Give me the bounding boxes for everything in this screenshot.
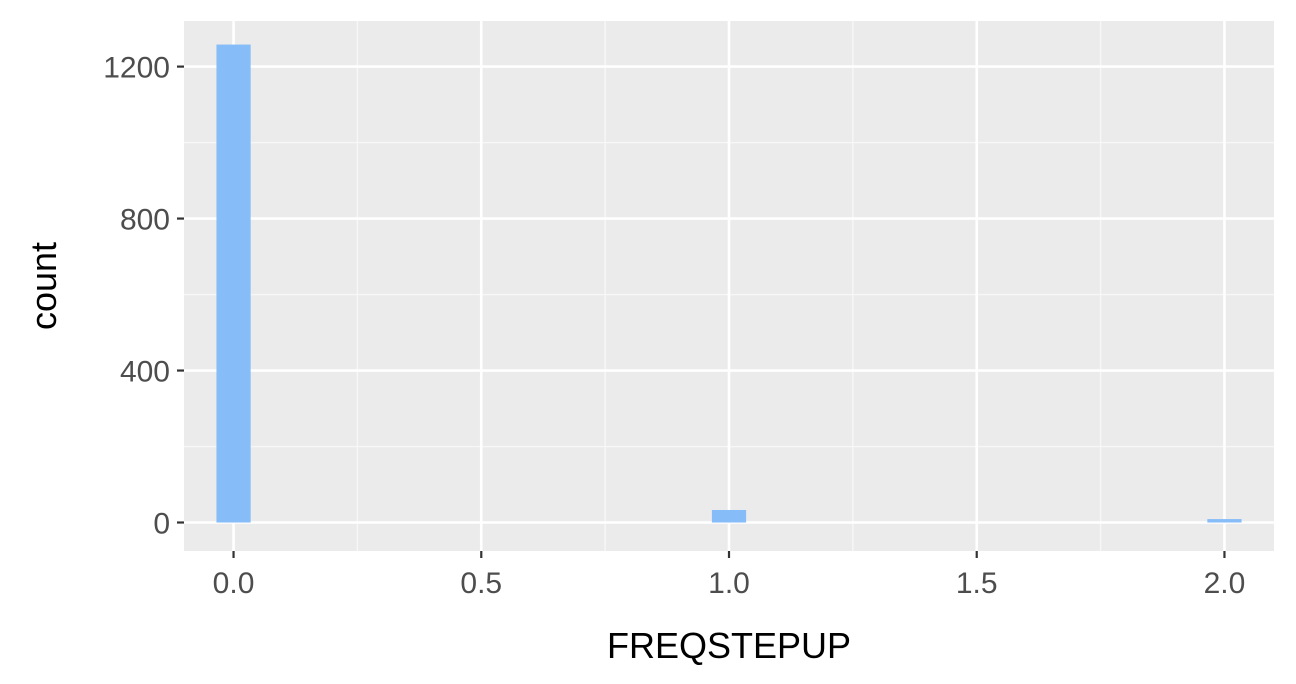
- y-tick-label: 800: [120, 204, 170, 237]
- histogram-bar: [711, 509, 747, 523]
- x-tick-label: 0.0: [213, 567, 255, 600]
- x-tick-label: 1.5: [956, 567, 998, 600]
- histogram-bar: [1207, 519, 1242, 523]
- y-tick-label: 1200: [103, 52, 170, 85]
- histogram-bar: [216, 44, 251, 523]
- x-tick-label: 2.0: [1204, 567, 1246, 600]
- y-axis-title: count: [23, 242, 64, 330]
- x-axis-ticks: 0.0 0.5 1.0 1.5 2.0: [213, 551, 1246, 600]
- y-tick-label: 0: [153, 508, 170, 541]
- y-axis-ticks: 0 400 800 1200: [103, 52, 184, 541]
- x-axis-title: FREQSTEPUP: [607, 625, 851, 666]
- x-tick-label: 1.0: [708, 567, 750, 600]
- x-tick-label: 0.5: [460, 567, 502, 600]
- y-tick-label: 400: [120, 356, 170, 389]
- histogram-bars: [216, 44, 1242, 523]
